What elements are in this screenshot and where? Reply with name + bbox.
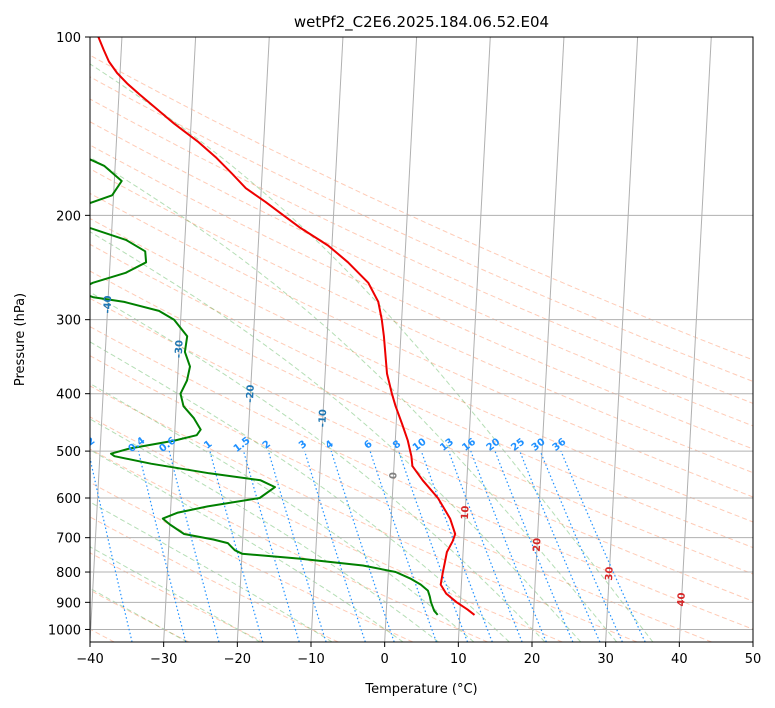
- mixing-ratio-line: [539, 450, 623, 642]
- isotherm-label: 10: [460, 505, 472, 520]
- y-tick-label: 600: [56, 492, 81, 507]
- isotherm-line: [457, 37, 491, 642]
- isotherm-line: [531, 37, 565, 642]
- mixing-ratio-line: [494, 450, 574, 642]
- plot-frame: [89, 36, 754, 643]
- isotherm-label: 30: [604, 566, 616, 581]
- dry-adiabat: [90, 481, 414, 642]
- moist-adiabat: [90, 341, 510, 642]
- x-tick-label: −30: [150, 652, 177, 667]
- mixing-ratio-line: [168, 450, 220, 642]
- background-lines: [90, 37, 753, 642]
- mixing-ratio-line: [470, 450, 547, 642]
- isotherm-line: [310, 37, 344, 642]
- y-tick-label: 500: [56, 445, 81, 460]
- y-tick-label: 200: [56, 209, 81, 224]
- axis-ticks: −40 −30 −20 −10 0 10 20 30 40 5010020030040050060…: [48, 31, 761, 667]
- dry-adiabat: [90, 516, 339, 642]
- isotherm-line: [384, 37, 418, 642]
- dry-adiabat: [90, 326, 753, 630]
- x-tick-label: 20: [524, 652, 541, 667]
- mixing-ratio-line: [420, 450, 493, 642]
- isotherm-label: -40: [102, 295, 114, 314]
- y-axis-label: Pressure (hPa): [13, 293, 28, 386]
- mixing-ratio-line: [369, 450, 437, 642]
- isotherm-label: -10: [317, 409, 329, 428]
- profiles: [90, 37, 476, 616]
- x-tick-label: −10: [297, 652, 324, 667]
- dry-adiabat: [90, 144, 753, 450]
- mixing-ratio-line: [90, 455, 133, 642]
- y-tick-label: 400: [56, 388, 81, 403]
- dry-adiabat: [90, 168, 753, 474]
- moist-adiabat: [90, 291, 546, 642]
- dry-adiabat: [90, 192, 753, 498]
- y-tick-label: 900: [56, 596, 81, 611]
- dry-adiabat: [90, 217, 753, 523]
- mixing-ratio-line: [304, 450, 366, 642]
- moist-adiabat: [90, 63, 654, 642]
- dry-adiabat: [90, 270, 753, 575]
- isotherm-line: [236, 37, 270, 642]
- moist-adiabat: [90, 449, 404, 642]
- dry-adiabat: [90, 121, 753, 427]
- mixing-ratio-line: [398, 450, 469, 642]
- y-tick-label: 100: [56, 31, 81, 46]
- mixing-ratio-line: [330, 450, 395, 642]
- isotherm-label: 0: [388, 472, 399, 480]
- y-tick-label: 300: [56, 314, 81, 329]
- x-tick-label: 0: [381, 652, 389, 667]
- y-tick-label: 800: [56, 566, 81, 581]
- mixing-ratio-line: [137, 450, 187, 642]
- y-tick-label: 700: [56, 532, 81, 547]
- x-axis-label: Temperature (°C): [364, 682, 477, 697]
- x-tick-label: 10: [450, 652, 467, 667]
- moist-adiabat: [90, 501, 333, 642]
- dewpoint-profile: [90, 158, 439, 616]
- isotherm-label: -30: [174, 340, 186, 359]
- mixing-ratio-line: [448, 450, 523, 642]
- mixing-ratio-line: [267, 450, 327, 642]
- moist-adiabat: [90, 382, 475, 642]
- dry-adiabat: [90, 589, 190, 642]
- moist-adiabat: [90, 231, 582, 642]
- x-tick-label: 50: [745, 652, 762, 667]
- moist-adiabat: [90, 156, 618, 642]
- isotherm-line: [90, 37, 123, 642]
- x-tick-label: −40: [76, 652, 103, 667]
- x-tick-label: 30: [597, 652, 614, 667]
- isotherm-line: [605, 37, 639, 642]
- mixing-ratio-line: [209, 450, 264, 642]
- mixing-ratio-label: 0.2: [77, 435, 98, 455]
- dry-adiabat: [90, 416, 563, 642]
- x-tick-label: 40: [671, 652, 688, 667]
- dry-adiabat: [90, 448, 488, 642]
- isotherm-line: [678, 37, 712, 642]
- isotherm-label: 20: [532, 538, 544, 553]
- temperature-profile: [97, 37, 476, 616]
- dry-adiabat: [90, 355, 712, 642]
- x-tick-label: −20: [224, 652, 251, 667]
- chart-title: wetPf2_C2E6.2025.184.06.52.E04: [294, 13, 549, 32]
- mixing-ratio-line: [519, 450, 601, 642]
- isotherm-line: [163, 37, 197, 642]
- isotherm-label: 40: [676, 592, 688, 607]
- y-tick-label: 1000: [48, 623, 81, 638]
- isotherm-label: -20: [245, 384, 257, 403]
- mixing-ratio-line: [243, 450, 300, 642]
